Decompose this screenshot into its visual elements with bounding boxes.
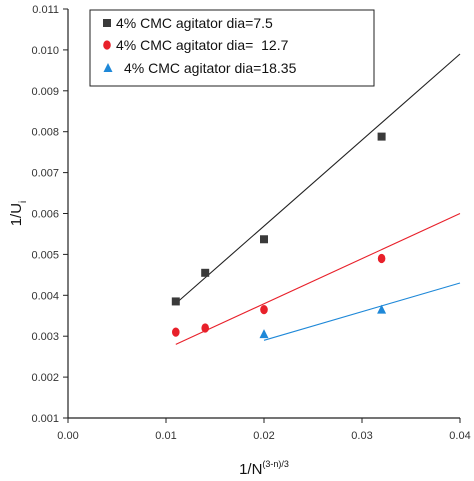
fit-line-series-3 <box>263 282 461 341</box>
data-point-series-2 <box>260 305 268 315</box>
data-point-series-2 <box>377 253 386 264</box>
data-point-series-3 <box>377 304 387 314</box>
legend-marker-series-1 <box>103 19 111 27</box>
data-point-series-1 <box>201 268 210 277</box>
x-axis-title: 1/N(3-n)/3 <box>239 459 289 478</box>
y-axis-title: 1/Ui <box>8 201 29 227</box>
legend-marker-series-2 <box>103 40 111 50</box>
x-tick-label: 0.03 <box>351 430 372 442</box>
x-tick-label: 0.04 <box>449 430 470 442</box>
legend-label-series-1: 4% CMC agitator dia=7.5 <box>116 15 273 31</box>
y-tick-label: 0.002 <box>31 372 59 384</box>
y-tick-label: 0.006 <box>31 209 59 221</box>
legend-marker-series-3 <box>103 63 113 72</box>
x-tick-label: 0.01 <box>155 430 176 442</box>
axis-titles: 1/N(3-n)/3 1/Ui <box>8 201 289 478</box>
y-axis-title-subscript: i <box>18 201 29 203</box>
y-tick-label: 0.007 <box>31 168 59 180</box>
y-tick-label: 0.009 <box>31 86 59 98</box>
y-tick-label: 0.011 <box>32 4 59 16</box>
data-point-series-3 <box>259 329 269 339</box>
y-axis-title-base: 1/U <box>8 203 25 226</box>
data-point-series-2 <box>172 327 180 337</box>
data-points <box>171 132 387 339</box>
fit-line-series-1 <box>175 53 461 304</box>
legend-label-series-3: 4% CMC agitator dia=18.35 <box>124 60 297 76</box>
x-tick-label: 0.00 <box>57 430 78 442</box>
x-axis-title-base: 1/N <box>239 461 262 478</box>
legend-box <box>89 9 375 87</box>
x-axis-title-superscript: (3-n)/3 <box>262 459 289 469</box>
legend-label-series-2: 4% CMC agitator dia= 12.7 <box>116 37 289 53</box>
data-point-series-1 <box>171 297 180 306</box>
data-point-series-2 <box>201 323 209 333</box>
x-tick-label: 0.02 <box>253 430 274 442</box>
ticks: 0.00 0.01 0.02 0.03 0.04 0.001 0.002 0.003 0.004… <box>31 4 470 442</box>
y-tick-label: 0.010 <box>31 45 59 57</box>
data-point-series-1 <box>377 132 386 141</box>
y-tick-label: 0.003 <box>31 331 59 343</box>
y-tick-label: 0.001 <box>31 413 59 425</box>
fit-lines <box>175 53 461 345</box>
y-tick-label: 0.008 <box>31 127 59 139</box>
fit-line-series-2 <box>175 213 461 345</box>
data-point-series-1 <box>260 235 268 244</box>
y-tick-label: 0.005 <box>31 249 59 261</box>
y-tick-label: 0.004 <box>31 290 59 302</box>
legend: 4% CMC agitator dia=7.5 4% CMC agitator d… <box>89 9 375 87</box>
